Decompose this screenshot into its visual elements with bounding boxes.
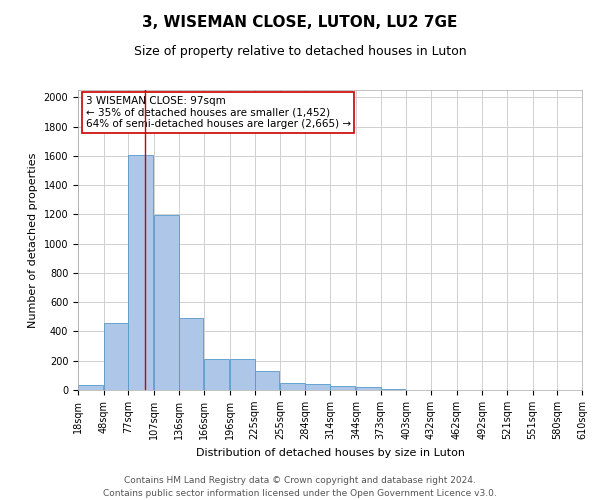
Bar [104,322,128,390]
Text: Size of property relative to detached houses in Luton: Size of property relative to detached ho… [134,45,466,58]
Bar [381,388,406,390]
X-axis label: Distribution of detached houses by size in Luton: Distribution of detached houses by size … [196,448,464,458]
Bar [204,360,229,390]
Text: Contains HM Land Registry data © Crown copyright and database right 2024.
Contai: Contains HM Land Registry data © Crown c… [103,476,497,498]
Text: 3, WISEMAN CLOSE, LUTON, LU2 7GE: 3, WISEMAN CLOSE, LUTON, LU2 7GE [142,15,458,30]
Bar [179,318,203,390]
Bar [280,382,305,390]
Bar [154,215,179,390]
Bar [128,155,153,390]
Bar [305,384,329,390]
Bar [331,386,355,390]
Bar [78,385,103,390]
Y-axis label: Number of detached properties: Number of detached properties [28,152,38,328]
Bar [230,360,254,390]
Bar [356,387,381,390]
Bar [254,371,279,390]
Text: 3 WISEMAN CLOSE: 97sqm
← 35% of detached houses are smaller (1,452)
64% of semi-: 3 WISEMAN CLOSE: 97sqm ← 35% of detached… [86,96,350,129]
